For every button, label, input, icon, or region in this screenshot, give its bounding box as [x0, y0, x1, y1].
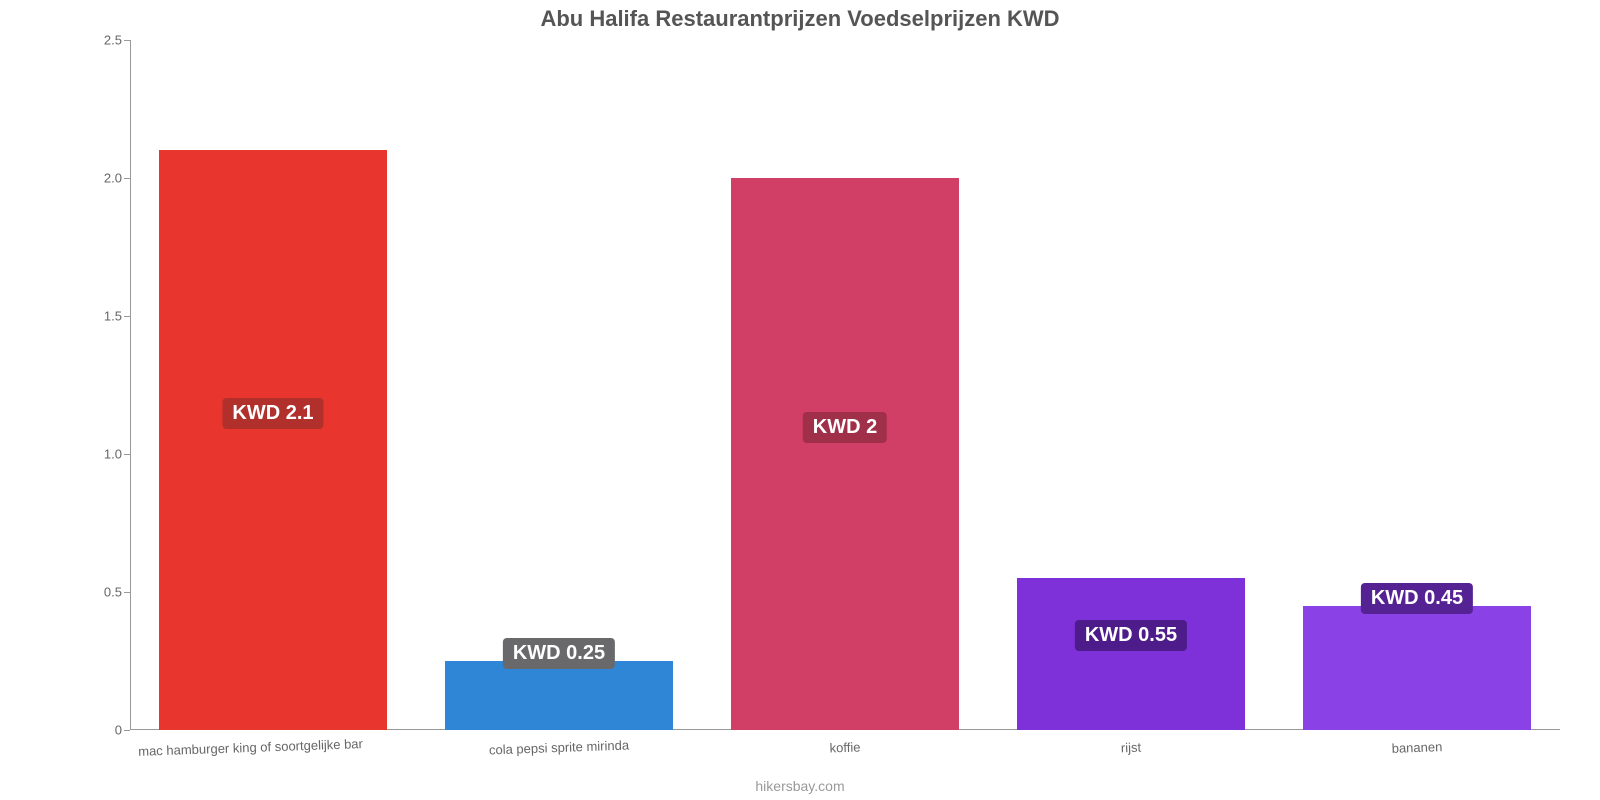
bar-value-label: KWD 0.55 [1075, 620, 1187, 651]
bar: KWD 0.45 [1303, 606, 1532, 730]
plot-area: 00.51.01.52.02.5KWD 2.1mac hamburger kin… [130, 40, 1560, 730]
ytick-label: 0 [115, 723, 122, 738]
ytick-mark [124, 40, 130, 41]
ytick-label: 0.5 [104, 585, 122, 600]
ytick-mark [124, 730, 130, 731]
ytick-label: 1.0 [104, 447, 122, 462]
xtick-label: cola pepsi sprite mirinda [489, 738, 630, 758]
bar-value-label: KWD 0.25 [503, 638, 615, 669]
ytick-label: 2.5 [104, 33, 122, 48]
bar: KWD 0.25 [445, 661, 674, 730]
bar-value-label: KWD 0.45 [1361, 583, 1473, 614]
xtick-label: koffie [829, 739, 860, 755]
chart-container: Abu Halifa Restaurantprijzen Voedselprij… [0, 0, 1600, 800]
xtick-label: rijst [1121, 740, 1142, 756]
ytick-mark [124, 592, 130, 593]
ytick-label: 1.5 [104, 309, 122, 324]
bar-value-label: KWD 2.1 [222, 398, 323, 429]
bar: KWD 2 [731, 178, 960, 730]
ytick-mark [124, 316, 130, 317]
bar: KWD 2.1 [159, 150, 388, 730]
xtick-label: bananen [1391, 739, 1442, 756]
xtick-label: mac hamburger king of soortgelijke bar [138, 736, 363, 759]
bar: KWD 0.55 [1017, 578, 1246, 730]
chart-footer: hikersbay.com [0, 778, 1600, 794]
bar-value-label: KWD 2 [803, 412, 887, 443]
ytick-mark [124, 454, 130, 455]
ytick-label: 2.0 [104, 171, 122, 186]
chart-title: Abu Halifa Restaurantprijzen Voedselprij… [0, 6, 1600, 32]
y-axis [130, 40, 131, 730]
ytick-mark [124, 178, 130, 179]
